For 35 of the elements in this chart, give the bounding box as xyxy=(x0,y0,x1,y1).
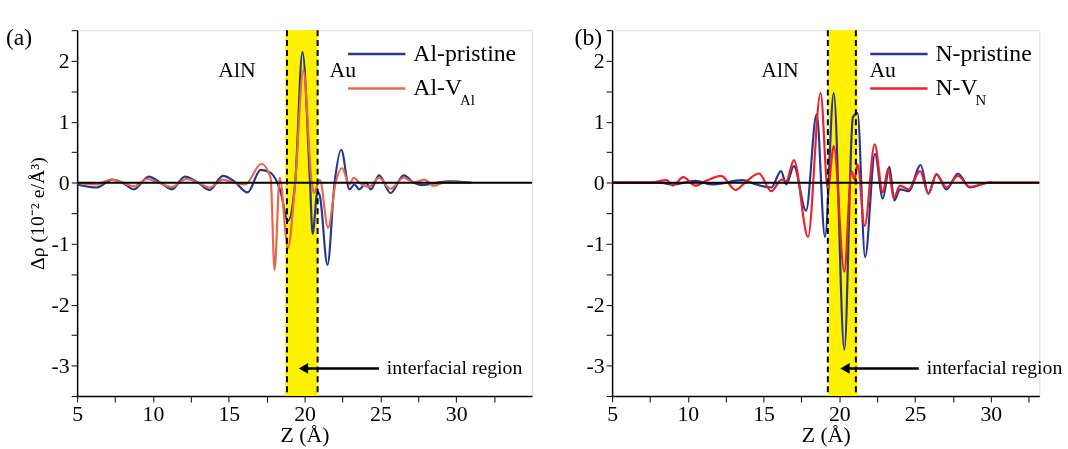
y-tick-label: 0 xyxy=(58,171,70,196)
y-tick-label: 1 xyxy=(593,110,605,135)
y-tick-label: -2 xyxy=(51,293,70,318)
text: (b) xyxy=(574,24,603,51)
x-tick-label: 30 xyxy=(445,402,468,427)
x-tick-label: 10 xyxy=(142,402,165,427)
x-tick-label: 25 xyxy=(904,402,927,427)
legend-label: Al-pristine xyxy=(413,39,517,66)
x-tick-label: 25 xyxy=(370,402,392,427)
x-tick-label: 10 xyxy=(677,402,700,427)
y-axis-title: Δρ (10⁻² e/Å³) xyxy=(25,157,49,271)
y-tick-label: 1 xyxy=(58,110,70,135)
x-tick-label: 5 xyxy=(607,402,619,427)
annotation: AlN xyxy=(761,57,800,82)
annotation: interfacial region xyxy=(386,356,523,379)
y-tick-label: -2 xyxy=(586,293,605,318)
annotation: Au xyxy=(329,57,357,82)
x-tick-label: 15 xyxy=(753,402,776,427)
x-axis-title: Z (Å) xyxy=(801,423,851,448)
y-tick-label: -3 xyxy=(51,354,70,379)
annotation: Au xyxy=(869,57,897,82)
x-tick-label: 30 xyxy=(980,402,1003,427)
annotation: AlN xyxy=(218,57,256,82)
y-tick-label: -1 xyxy=(51,232,70,257)
y-tick-label: 0 xyxy=(593,171,605,196)
x-tick-label: 5 xyxy=(72,402,84,427)
text: (a) xyxy=(5,24,33,51)
y-tick-label: -3 xyxy=(586,354,605,379)
annotation: interfacial region xyxy=(926,356,1063,379)
legend-label: N-pristine xyxy=(935,39,1032,66)
y-tick-label: 2 xyxy=(58,49,70,74)
y-tick-label: -1 xyxy=(586,232,605,257)
x-axis-title: Z (Å) xyxy=(280,423,330,448)
y-tick-label: 2 xyxy=(593,49,605,74)
x-tick-label: 15 xyxy=(218,402,241,427)
